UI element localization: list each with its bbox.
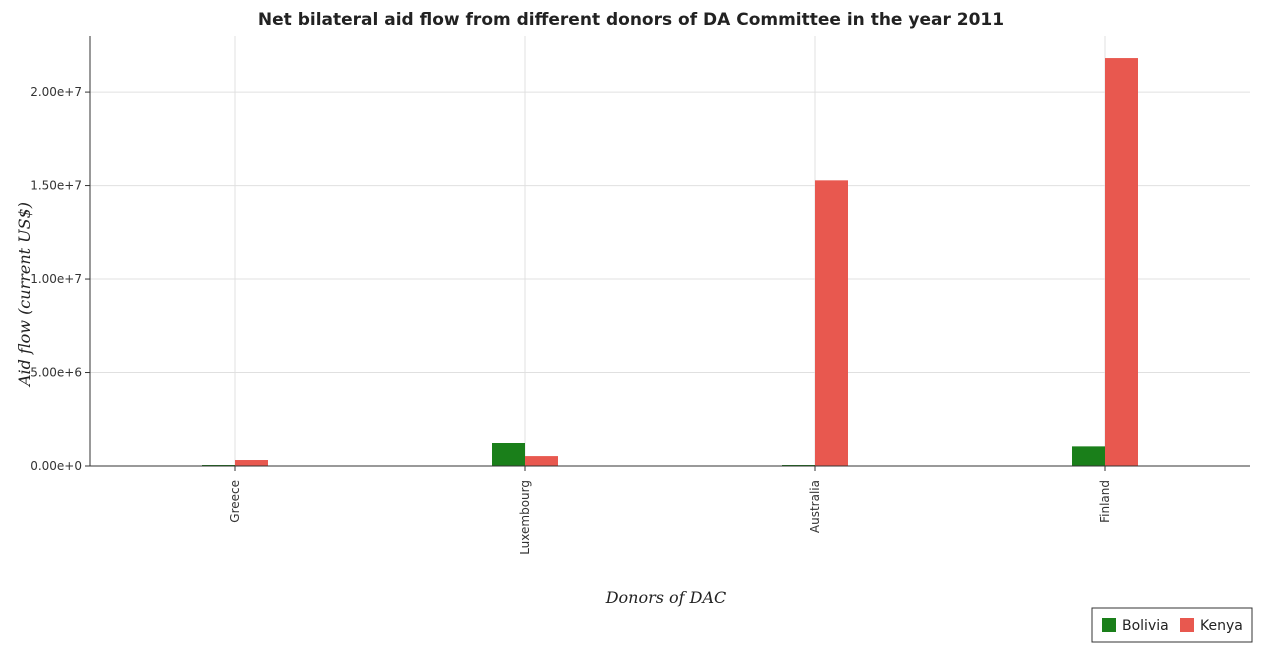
x-tick-label-finland: Finland bbox=[1098, 480, 1112, 523]
bar-bolivia-luxembourg bbox=[492, 443, 525, 466]
legend-swatch-bolivia bbox=[1102, 618, 1116, 632]
bar-kenya-greece bbox=[235, 460, 268, 466]
y-tick-label: 0.00e+0 bbox=[30, 459, 82, 473]
legend-swatch-kenya bbox=[1180, 618, 1194, 632]
legend: Bolivia Kenya bbox=[1091, 607, 1253, 643]
legend-label-kenya: Kenya bbox=[1200, 618, 1243, 634]
bar-kenya-luxembourg bbox=[525, 456, 558, 466]
bar-layer bbox=[202, 58, 1138, 466]
x-tick-label-australia: Australia bbox=[808, 480, 822, 533]
bar-bolivia-finland bbox=[1072, 446, 1105, 466]
legend-box bbox=[1091, 607, 1253, 643]
bar-kenya-finland bbox=[1105, 58, 1138, 466]
chart-title: Net bilateral aid flow from different do… bbox=[258, 10, 1004, 30]
axis-layer: 0.00e+0 5.00e+6 1.00e+7 1.50e+7 2.00e+7 Greec… bbox=[30, 36, 1250, 555]
legend-label-bolivia: Bolivia bbox=[1122, 618, 1169, 634]
x-axis-label: Donors of DAC bbox=[605, 588, 727, 607]
y-tick-label: 2.00e+7 bbox=[30, 85, 82, 99]
y-tick-label: 1.50e+7 bbox=[30, 179, 82, 193]
y-tick-label: 1.00e+7 bbox=[30, 272, 82, 286]
bar-kenya-australia bbox=[815, 180, 848, 466]
y-tick-label: 5.00e+6 bbox=[30, 366, 82, 380]
y-axis-label: Aid flow (current US$) bbox=[15, 202, 34, 388]
grid-layer bbox=[90, 36, 1250, 467]
x-tick-label-greece: Greece bbox=[228, 480, 242, 523]
x-tick-label-luxembourg: Luxembourg bbox=[518, 480, 532, 555]
